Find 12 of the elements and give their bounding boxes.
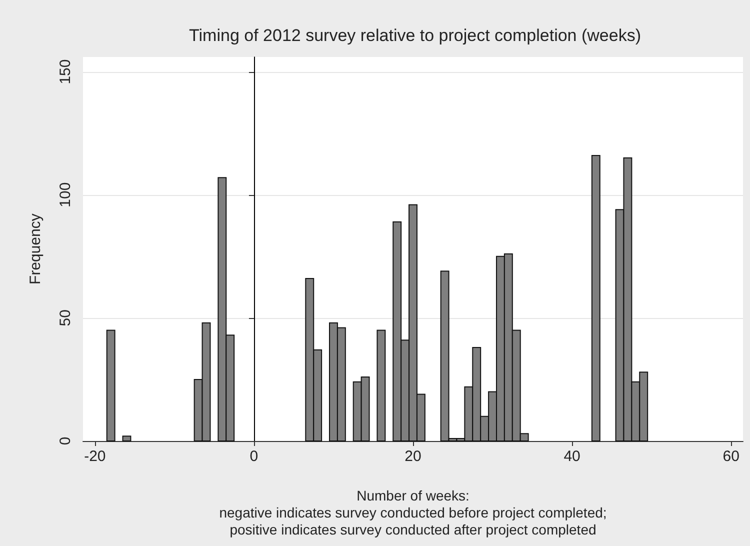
x-tick-label: -20 (84, 448, 106, 465)
chart-title: Timing of 2012 survey relative to project completion (weeks) (189, 26, 641, 45)
x-tick-label: 0 (250, 448, 258, 465)
y-axis-title: Frequency (27, 213, 44, 284)
x-axis-title: Number of weeks: negative indicates survey conducted before project completed; positive indicates survey conducted after project completed (219, 488, 607, 538)
x-tick-label: 40 (564, 448, 580, 465)
x-tick-label: 60 (722, 448, 740, 465)
y-tick-label: 50 (57, 310, 74, 326)
y-tick-label: 0 (57, 436, 74, 446)
y-tick-label: 100 (57, 182, 74, 208)
y-tick-label: 150 (57, 59, 74, 84)
x-tick-label: 20 (404, 448, 422, 465)
